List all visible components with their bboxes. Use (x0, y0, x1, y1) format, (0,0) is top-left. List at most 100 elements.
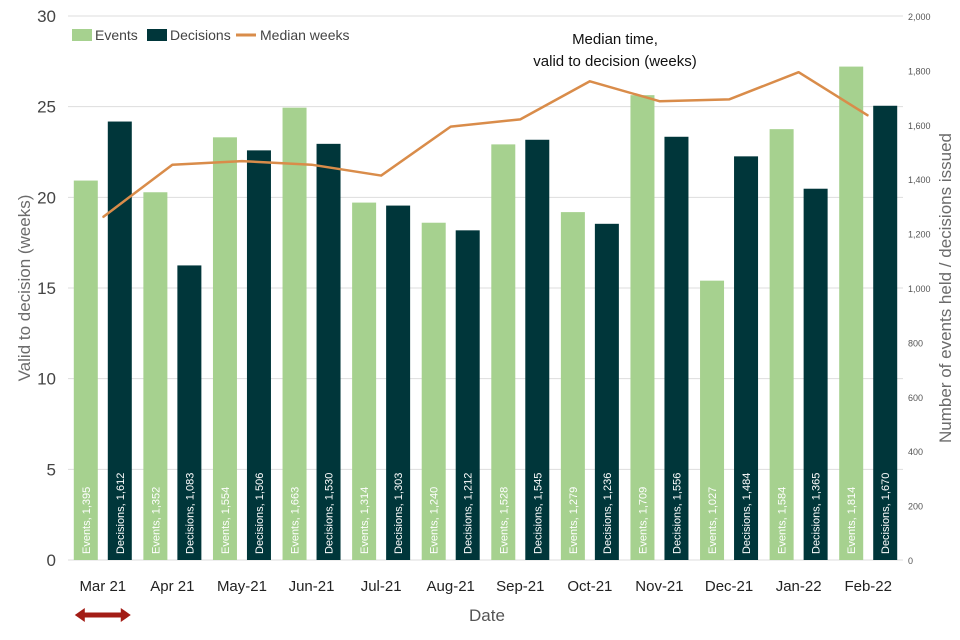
event-bar-label: Events, 1,709 (637, 487, 649, 554)
event-bar-label: Events, 1,528 (498, 487, 510, 554)
x-tick-label: Apr 21 (150, 578, 194, 595)
median-point (171, 164, 173, 166)
left-tick-label: 15 (37, 279, 56, 298)
decision-bar-label: Decisions, 1,506 (254, 473, 266, 554)
left-tick-label: 20 (37, 188, 56, 207)
decision-bar (525, 139, 550, 560)
x-tick-label: Oct-21 (567, 578, 612, 595)
line-annotation: Median time, valid to decision (weeks) (533, 31, 696, 70)
decision-bar (455, 230, 480, 560)
decision-bar (873, 105, 898, 560)
event-bar (212, 137, 237, 560)
gridlines (68, 15, 903, 561)
median-line (102, 70, 869, 219)
right-axis-ticks: 0 200 400 600 800 1,000 1,200 1,400 1,600 1,800 2,… (908, 12, 931, 566)
legend: Events Decisions Median weeks (72, 27, 350, 43)
right-tick-label: 1,600 (908, 121, 931, 131)
decision-bar-label: Decisions, 1,365 (811, 473, 823, 554)
left-tick-label: 25 (37, 98, 56, 117)
event-bar (73, 180, 98, 560)
left-axis-ticks: 0 5 10 15 20 25 30 (37, 7, 56, 570)
x-axis-ticks: Mar 21 Apr 21 May-21 Jun-21 Jul-21 Aug-21 Sep-… (79, 578, 892, 595)
decision-bar (386, 205, 411, 561)
event-bar (630, 95, 655, 560)
right-tick-label: 1,400 (908, 175, 931, 185)
median-point (798, 71, 800, 73)
right-tick-label: 400 (908, 447, 923, 457)
x-tick-label: Aug-21 (427, 578, 475, 595)
median-point (450, 126, 452, 128)
event-bar (421, 222, 446, 560)
event-bar (560, 212, 585, 560)
event-bar (491, 144, 516, 560)
decision-bar (107, 121, 132, 560)
event-bar-label: Events, 1,395 (81, 487, 93, 554)
left-tick-label: 30 (37, 7, 56, 26)
event-bar-label: Events, 1,584 (777, 487, 789, 554)
legend-label-median: Median weeks (260, 27, 350, 43)
x-tick-label: Jun-21 (289, 578, 335, 595)
x-tick-label: May-21 (217, 578, 267, 595)
decision-bar-label: Decisions, 1,530 (324, 473, 336, 554)
event-bar-label: Events, 1,314 (359, 487, 371, 554)
x-tick-label: Mar 21 (79, 578, 126, 595)
left-tick-label: 5 (47, 460, 56, 479)
decision-bar-label: Decisions, 1,212 (463, 473, 475, 554)
right-tick-label: 600 (908, 393, 923, 403)
right-tick-label: 1,000 (908, 284, 931, 294)
double-arrow-icon (74, 608, 131, 622)
legend-swatch-decisions (147, 29, 167, 41)
right-tick-label: 1,800 (908, 66, 931, 76)
x-tick-label: Feb-22 (844, 578, 892, 595)
median-line-path (102, 70, 869, 219)
x-tick-label: Nov-21 (635, 578, 683, 595)
x-axis-title: Date (469, 606, 505, 625)
decision-bar-label: Decisions, 1,303 (393, 473, 405, 554)
x-tick-label: Jan-22 (776, 578, 822, 595)
left-axis-title: Valid to decision (weeks) (15, 195, 34, 382)
event-bar-label: Events, 1,352 (150, 487, 162, 554)
event-bar (282, 107, 307, 560)
legend-label-events: Events (95, 27, 138, 43)
event-bar (839, 66, 864, 560)
annotation-line-1: Median time, (572, 31, 658, 48)
event-bar (700, 280, 725, 560)
median-point (241, 160, 243, 162)
arrow-head-right (120, 608, 131, 622)
event-bar-label: Events, 1,663 (290, 487, 302, 554)
decision-bar (734, 156, 759, 561)
x-tick-label: Sep-21 (496, 578, 544, 595)
decision-bar (177, 265, 202, 560)
legend-label-decisions: Decisions (170, 27, 231, 43)
decision-bar-label: Decisions, 1,556 (671, 473, 683, 554)
event-bar (352, 202, 377, 561)
left-tick-label: 0 (47, 551, 56, 570)
x-tick-label: Dec-21 (705, 578, 753, 595)
left-tick-label: 10 (37, 370, 56, 389)
annotation-line-2: valid to decision (weeks) (533, 53, 696, 70)
decision-bar-label: Decisions, 1,083 (184, 473, 196, 554)
event-bar (143, 192, 168, 561)
median-point (658, 100, 660, 102)
right-tick-label: 800 (908, 338, 923, 348)
median-point (380, 175, 382, 177)
event-bar-label: Events, 1,027 (707, 487, 719, 554)
x-tick-label: Jul-21 (361, 578, 402, 595)
median-point (589, 80, 591, 82)
decision-bar (803, 188, 828, 560)
event-bar (769, 129, 794, 561)
right-tick-label: 0 (908, 556, 913, 566)
decision-bar (316, 143, 341, 560)
decision-bar-label: Decisions, 1,612 (115, 473, 127, 554)
decision-bar (246, 150, 271, 561)
right-tick-label: 200 (908, 502, 923, 512)
event-bar-label: Events, 1,240 (429, 487, 441, 554)
median-point (519, 118, 521, 120)
event-bar-label: Events, 1,279 (568, 487, 580, 554)
decision-bar (594, 223, 619, 561)
right-tick-label: 1,200 (908, 230, 931, 240)
median-point (728, 98, 730, 100)
legend-swatch-events (72, 29, 92, 41)
event-bar-label: Events, 1,554 (220, 487, 232, 554)
